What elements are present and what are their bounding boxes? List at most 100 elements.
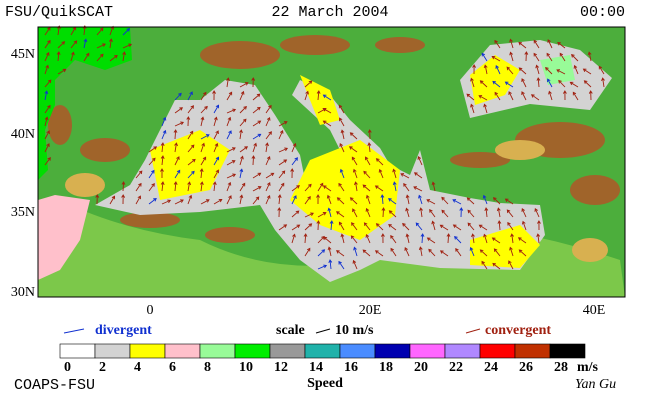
wind-arrow	[70, 51, 75, 62]
wind-arrow	[109, 195, 116, 205]
wind-arrow	[420, 233, 425, 244]
wind-arrow	[535, 64, 540, 75]
wind-arrow	[583, 80, 592, 88]
legend: divergent scale 10 m/s convergent	[63, 323, 551, 338]
wind-arrow	[431, 181, 436, 192]
wind-arrow	[304, 247, 311, 257]
wind-arrow	[226, 173, 237, 179]
wind-arrow	[349, 197, 358, 205]
wind-arrow	[378, 168, 384, 179]
wind-arrow	[316, 194, 320, 205]
wind-arrow	[339, 117, 345, 127]
colorbar-box	[514, 343, 551, 359]
wind-arrow	[265, 194, 271, 205]
wind-arrow	[278, 121, 288, 127]
wind-arrow	[374, 185, 384, 192]
wind-arrow	[44, 64, 49, 75]
wind-arrow	[239, 146, 249, 153]
time: 00:00	[580, 4, 625, 21]
wind-arrow	[252, 196, 260, 205]
wind-arrow	[226, 77, 230, 88]
wind-arrow	[492, 80, 501, 88]
wind-arrow	[493, 248, 501, 257]
wind-arrow	[96, 53, 104, 62]
wind-arrow	[336, 197, 345, 205]
wind-arrow	[278, 129, 284, 140]
wind-arrow	[291, 157, 298, 166]
wind-arrow	[57, 41, 66, 49]
wind-arrow	[362, 184, 371, 192]
wind-arrow	[533, 52, 540, 62]
wind-arrow	[322, 120, 332, 127]
wind-arrow	[226, 181, 232, 192]
colorbar-tick: 28	[554, 360, 568, 375]
colorbar-tick: 6	[169, 360, 176, 375]
wind-arrow	[265, 142, 269, 153]
highlands	[65, 140, 608, 262]
wind-arrow	[252, 93, 261, 101]
wind-arrow	[506, 209, 514, 218]
colorbar-unit: m/s	[577, 360, 599, 375]
wind-arrow	[252, 142, 257, 153]
colorbar-box	[549, 343, 586, 359]
wind-arrow	[439, 224, 449, 231]
wind-arrow	[405, 207, 410, 218]
wind-arrow	[96, 27, 104, 36]
wind-arrow	[265, 116, 271, 127]
wind-arrow	[200, 105, 208, 114]
wind-arrow	[547, 39, 553, 49]
wind-arrow	[122, 51, 126, 62]
wind-arrow	[351, 156, 358, 166]
colorbar-tick: 10	[239, 360, 253, 375]
colorbar-tick: 8	[204, 360, 211, 375]
wind-arrow	[239, 129, 243, 140]
wind-arrow	[160, 155, 165, 166]
wind-arrow	[362, 249, 371, 257]
wind-arrow	[173, 181, 178, 192]
wind-arrow	[161, 129, 167, 140]
wind-arrow	[291, 142, 297, 153]
wind-arrow	[239, 106, 247, 114]
wind-arrow	[291, 195, 297, 205]
wind-arrow	[187, 158, 196, 166]
wind-arrow	[174, 169, 181, 179]
wind-arrow	[481, 52, 488, 62]
wind-arrow	[187, 130, 194, 140]
wind-arrow	[135, 182, 142, 192]
wind-arrow	[278, 224, 288, 231]
wind-arrow	[291, 233, 296, 244]
wind-arrow	[496, 207, 501, 218]
colorbar-box	[199, 343, 236, 359]
wind-arrow	[559, 52, 566, 62]
wind-arrow	[317, 182, 324, 192]
wind-arrow	[200, 91, 207, 101]
wind-arrow	[278, 147, 289, 153]
wind-arrow	[44, 157, 51, 166]
wind-arrow	[588, 90, 593, 101]
wind-arrow	[390, 234, 397, 244]
wind-arrow	[304, 80, 313, 88]
divergent-label: divergent	[95, 323, 152, 338]
wind-arrow	[536, 77, 541, 88]
colorbar-tick: 4	[134, 360, 141, 375]
wind-arrow	[57, 25, 61, 36]
wind-arrow	[562, 90, 567, 101]
wind-arrow	[278, 170, 286, 179]
wind-arrow	[381, 207, 386, 218]
author: Yan Gu	[575, 377, 616, 392]
wind-arrow	[352, 259, 358, 270]
wind-arrow	[290, 168, 295, 179]
wind-arrow	[338, 104, 345, 114]
colorbar-tick: 26	[519, 360, 533, 375]
colorbar-tick: 20	[414, 360, 428, 375]
wind-arrow	[402, 222, 410, 231]
wind-arrow	[339, 143, 345, 153]
wind-arrow	[265, 104, 272, 114]
wind-arrow	[109, 54, 118, 62]
wind-arrows	[44, 25, 605, 270]
wind-arrow	[187, 144, 195, 153]
wind-arrow	[403, 182, 410, 192]
wind-arrow	[212, 181, 217, 192]
wind-arrow	[160, 168, 164, 179]
wind-arrow	[492, 262, 501, 270]
